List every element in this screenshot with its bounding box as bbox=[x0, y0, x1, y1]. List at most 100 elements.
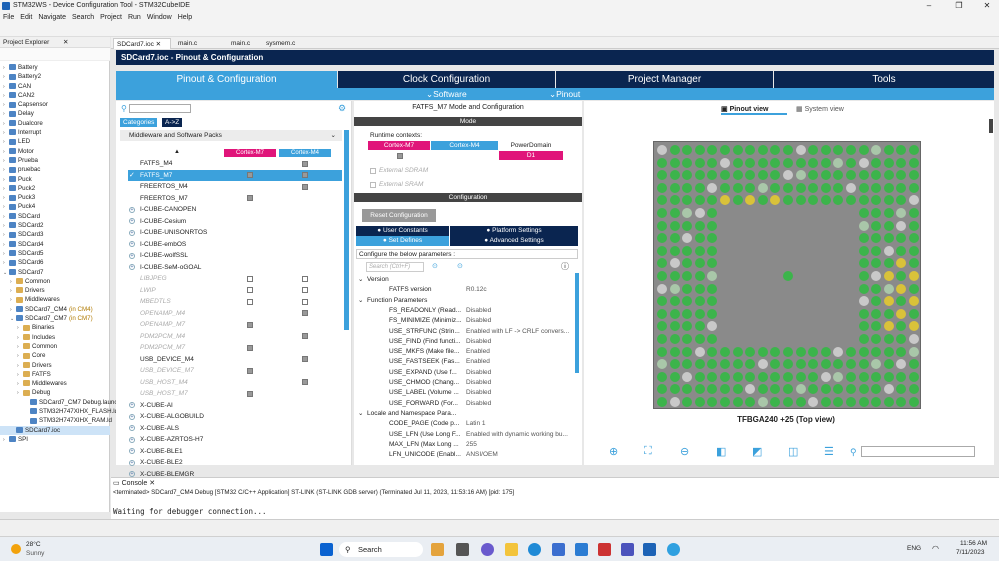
pin[interactable] bbox=[871, 296, 882, 307]
pin[interactable] bbox=[682, 182, 693, 193]
pin[interactable] bbox=[795, 195, 806, 206]
pin[interactable] bbox=[909, 384, 919, 395]
pin[interactable] bbox=[909, 233, 919, 244]
middleware-row[interactable]: PDM2PCM_M4 bbox=[128, 331, 342, 343]
m4-checkbox[interactable] bbox=[302, 333, 308, 339]
pin[interactable] bbox=[795, 359, 806, 370]
tree-item[interactable]: ⌄ SDCard7 bbox=[0, 268, 110, 277]
tab-main-c-1[interactable]: main.c bbox=[178, 40, 198, 47]
tree-item[interactable]: › SDCard2 bbox=[0, 221, 110, 230]
pin[interactable] bbox=[732, 170, 743, 181]
param-row[interactable]: CODE_PAGE (Code p... Latin 1 bbox=[358, 419, 574, 429]
pin[interactable] bbox=[783, 195, 793, 206]
pin[interactable] bbox=[682, 220, 693, 231]
tree-item[interactable]: › Battery bbox=[0, 63, 110, 72]
pin[interactable] bbox=[707, 334, 718, 344]
pin[interactable] bbox=[871, 283, 882, 294]
pin[interactable] bbox=[871, 195, 882, 206]
pin[interactable] bbox=[694, 308, 705, 319]
pin[interactable] bbox=[833, 195, 844, 206]
ext-sram-checkbox[interactable] bbox=[370, 182, 376, 188]
pin[interactable] bbox=[858, 220, 869, 231]
pin[interactable] bbox=[694, 359, 705, 370]
m4-checkbox[interactable] bbox=[302, 183, 308, 190]
pin[interactable] bbox=[846, 359, 856, 370]
pin[interactable] bbox=[720, 182, 730, 193]
pin[interactable] bbox=[858, 346, 869, 357]
pin[interactable] bbox=[820, 371, 831, 382]
pin[interactable] bbox=[720, 371, 730, 382]
middleware-row[interactable]: + X-CUBE-AZRTOS-H7 bbox=[128, 434, 342, 446]
pin[interactable] bbox=[909, 371, 919, 382]
pin[interactable] bbox=[858, 359, 869, 370]
pin[interactable] bbox=[657, 346, 667, 357]
export-icon[interactable]: ◧ bbox=[716, 446, 727, 458]
pin[interactable] bbox=[694, 397, 705, 407]
tab-sysmem-c[interactable]: sysmem.c bbox=[266, 40, 296, 47]
tree-item[interactable]: › SDCard4 bbox=[0, 240, 110, 249]
pin[interactable] bbox=[732, 359, 743, 370]
tree-item[interactable]: SDCard7.ioc bbox=[0, 425, 110, 435]
expand-icon[interactable]: + bbox=[129, 264, 135, 270]
tree-item[interactable]: › LED bbox=[0, 137, 110, 146]
pin[interactable] bbox=[833, 145, 844, 155]
start-icon[interactable] bbox=[320, 543, 333, 556]
chevron-right-icon[interactable]: › bbox=[17, 371, 19, 378]
menu-help[interactable]: Help bbox=[177, 14, 193, 21]
tree-item[interactable]: › Debug bbox=[0, 388, 110, 397]
pin[interactable] bbox=[657, 283, 667, 294]
middleware-row[interactable]: MBEDTLS bbox=[128, 296, 342, 308]
tree-item[interactable]: › Common bbox=[0, 342, 110, 351]
pin[interactable] bbox=[820, 359, 831, 370]
pin[interactable] bbox=[846, 384, 856, 395]
pin[interactable] bbox=[896, 371, 907, 382]
pin[interactable] bbox=[757, 157, 768, 168]
param-row[interactable]: FS_READONLY (Read... Disabled bbox=[358, 306, 574, 316]
pin[interactable] bbox=[757, 359, 768, 370]
pin[interactable] bbox=[657, 371, 667, 382]
pin[interactable] bbox=[858, 321, 869, 332]
tree-item[interactable]: STM32H747XIHX_RAM.ld bbox=[0, 416, 112, 425]
pin[interactable] bbox=[669, 145, 680, 155]
pin[interactable] bbox=[883, 157, 894, 168]
param-group[interactable]: ⌄ Version bbox=[358, 275, 574, 285]
pin[interactable] bbox=[896, 296, 907, 307]
pin[interactable] bbox=[657, 271, 667, 281]
pin[interactable] bbox=[682, 359, 693, 370]
m4-checkbox[interactable] bbox=[302, 379, 308, 385]
pin[interactable] bbox=[720, 195, 730, 206]
sort-arrow-icon[interactable]: ▲ bbox=[174, 149, 180, 155]
pin[interactable] bbox=[896, 220, 907, 231]
pin[interactable] bbox=[657, 182, 667, 193]
app-icon[interactable] bbox=[431, 543, 444, 556]
pin[interactable] bbox=[707, 346, 718, 357]
m4-checkbox[interactable] bbox=[302, 275, 308, 282]
pin[interactable] bbox=[707, 182, 718, 193]
pin[interactable] bbox=[657, 208, 667, 218]
m7-checkbox[interactable] bbox=[247, 344, 253, 351]
param-row[interactable]: USE_FIND (Find functi... Disabled bbox=[358, 337, 574, 347]
chevron-right-icon[interactable]: › bbox=[3, 260, 5, 267]
tree-item[interactable]: › SDCard bbox=[0, 212, 110, 221]
tree-item[interactable]: › SPI bbox=[0, 435, 110, 444]
middleware-row[interactable]: FREERTOS_M4 bbox=[128, 181, 342, 193]
tab-pinout-configuration[interactable]: Pinout & Configuration bbox=[116, 71, 337, 88]
chevron-right-icon[interactable]: › bbox=[3, 185, 5, 192]
pin[interactable] bbox=[808, 371, 819, 382]
middleware-row[interactable]: OPENAMP_M4 bbox=[128, 308, 342, 320]
pin[interactable] bbox=[833, 346, 844, 357]
pin[interactable] bbox=[871, 271, 882, 281]
m7-checkbox[interactable] bbox=[247, 172, 253, 178]
pin[interactable] bbox=[883, 346, 894, 357]
pin[interactable] bbox=[682, 145, 693, 155]
pin[interactable] bbox=[707, 397, 718, 407]
pin[interactable] bbox=[707, 321, 718, 332]
chevron-right-icon[interactable]: › bbox=[3, 176, 5, 183]
tab-clock-configuration[interactable]: Clock Configuration bbox=[338, 71, 555, 88]
pin[interactable] bbox=[871, 258, 882, 269]
pin[interactable] bbox=[669, 321, 680, 332]
pin[interactable] bbox=[669, 258, 680, 269]
middleware-row[interactable]: + I-CUBE-embOS bbox=[128, 239, 342, 251]
pin[interactable] bbox=[669, 397, 680, 407]
pin[interactable] bbox=[909, 245, 919, 256]
